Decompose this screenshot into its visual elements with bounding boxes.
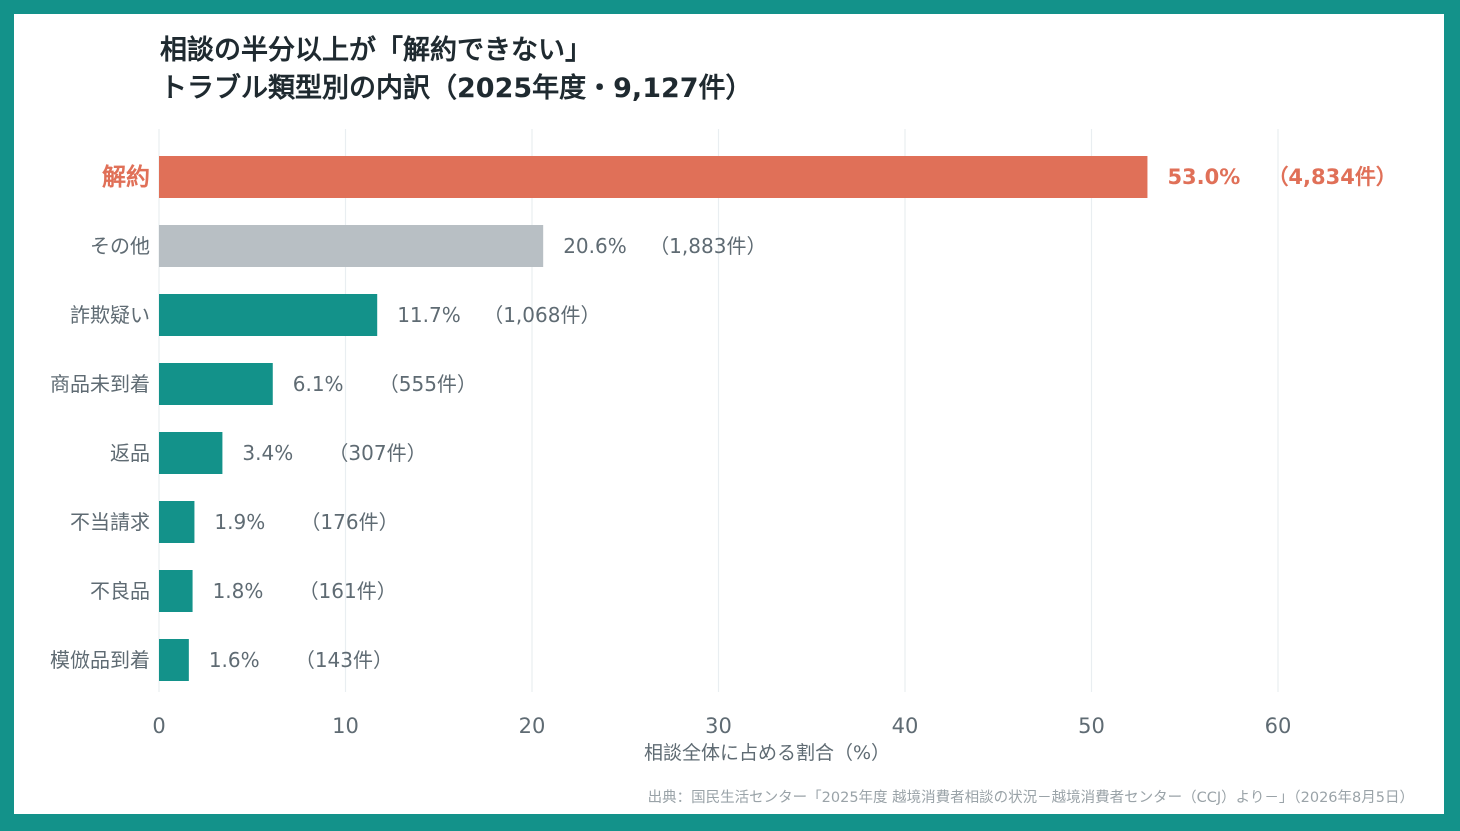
value-label: 1.9% (214, 510, 265, 534)
bar (159, 639, 189, 681)
category-label: 不当請求 (70, 510, 150, 534)
category-label: その他 (90, 234, 150, 258)
category-label: 詐欺疑い (70, 303, 150, 327)
bar (159, 432, 223, 474)
value-label: 3.4% (242, 441, 293, 465)
bar (159, 225, 544, 267)
count-label: （1,068件） (483, 303, 600, 327)
x-tick-label: 10 (332, 714, 359, 738)
bar (159, 570, 193, 612)
x-tick-label: 30 (705, 714, 732, 738)
x-tick-label: 60 (1265, 714, 1292, 738)
x-axis-title: 相談全体に占める割合（%） (644, 742, 890, 764)
category-label: 商品未到着 (50, 372, 150, 396)
category-label: 不良品 (90, 579, 150, 603)
x-tick-label: 20 (519, 714, 546, 738)
count-label: （1,883件） (649, 234, 766, 258)
source-note: 出典：国民生活センター「2025年度 越境消費者相談の状況－越境消費者センター（… (647, 790, 1414, 806)
bar (159, 363, 273, 405)
bar (159, 501, 195, 543)
x-tick-label: 40 (892, 714, 919, 738)
value-label: 53.0% (1167, 165, 1240, 189)
value-label: 20.6% (563, 234, 627, 258)
category-label: 模倣品到着 (50, 648, 150, 672)
count-label: （143件） (295, 648, 393, 672)
count-label: （555件） (379, 372, 477, 396)
category-label: 返品 (110, 441, 150, 465)
chart-title: 相談の半分以上が「解約できない」 トラブル類型別の内訳（2025年度・9,127… (160, 32, 753, 108)
count-label: （176件） (300, 510, 398, 534)
chart-title-line-1: 相談の半分以上が「解約できない」 (160, 35, 592, 66)
bar (159, 156, 1148, 198)
count-label: （161件） (299, 579, 397, 603)
value-label: 1.6% (209, 648, 260, 672)
bar-chart: 解約 53.0% （4,834件） その他 20.6% （1,883件） 詐欺疑い 11.7%… (50, 129, 1397, 764)
value-label: 11.7% (397, 303, 461, 327)
x-tick-label: 0 (152, 714, 165, 738)
category-label: 解約 (102, 163, 150, 191)
count-label: （4,834件） (1267, 165, 1396, 189)
x-tick-label: 50 (1078, 714, 1105, 738)
chart-title-line-2: トラブル類型別の内訳（2025年度・9,127件） (160, 73, 753, 104)
chart-card: 相談の半分以上が「解約できない」 トラブル類型別の内訳（2025年度・9,127… (14, 14, 1444, 814)
count-label: （307件） (328, 441, 426, 465)
value-label: 1.8% (213, 579, 264, 603)
value-label: 6.1% (293, 372, 344, 396)
bar (159, 294, 378, 336)
